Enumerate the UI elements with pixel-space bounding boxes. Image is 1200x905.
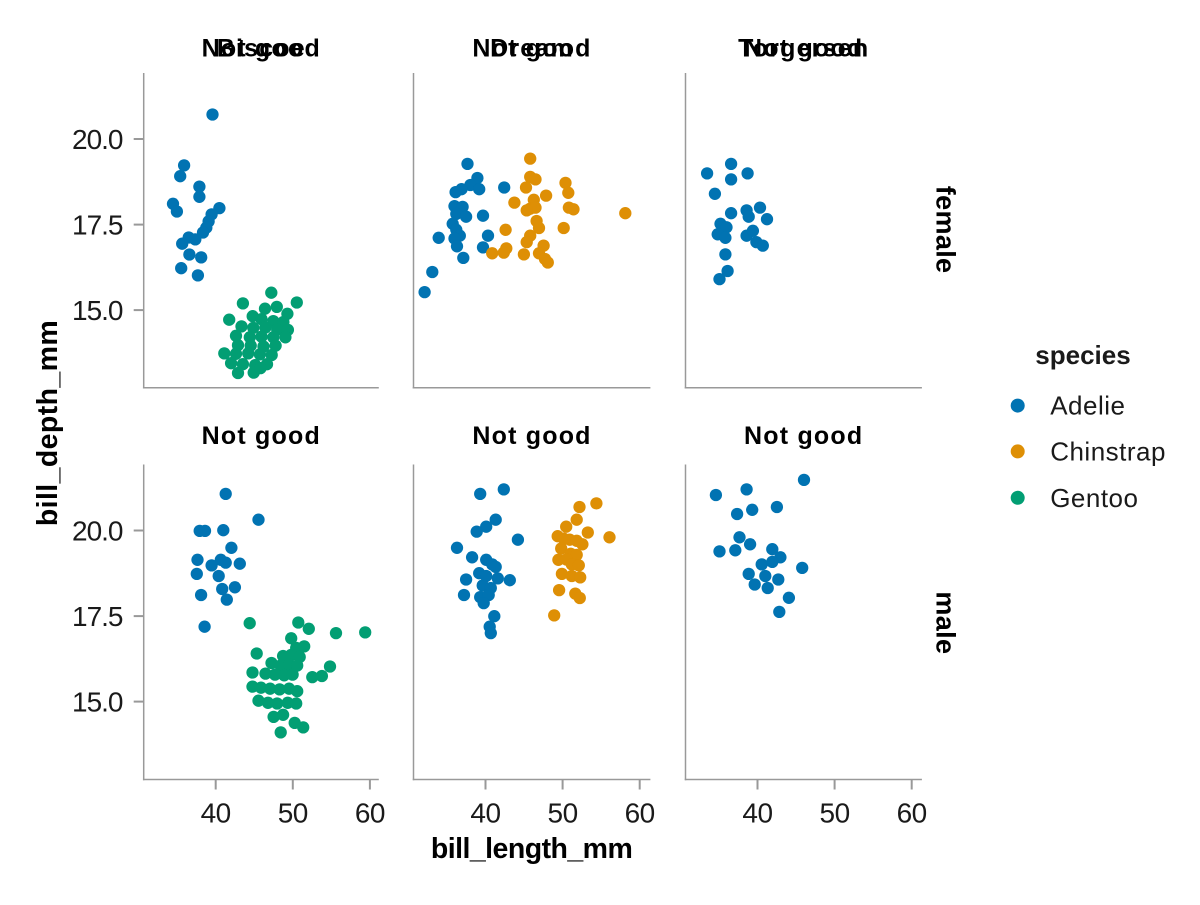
svg-text:40: 40 [742,798,772,829]
svg-text:Torgersen: Torgersen [738,35,869,63]
svg-text:15.0: 15.0 [72,687,123,718]
svg-text:60: 60 [625,798,655,829]
svg-text:40: 40 [470,798,500,829]
svg-text:15.0: 15.0 [72,295,123,326]
svg-text:Biscoe: Biscoe [217,35,306,63]
svg-text:50: 50 [820,798,850,829]
svg-text:Not good: Not good [202,422,321,450]
svg-text:60: 60 [355,798,385,829]
svg-text:Not good: Not good [744,422,863,450]
svg-text:bill_depth_mm: bill_depth_mm [32,320,64,526]
svg-text:17.5: 17.5 [72,601,123,632]
svg-text:20.0: 20.0 [72,516,123,547]
svg-text:species: species [1035,340,1130,370]
svg-text:40: 40 [201,798,231,829]
svg-text:Dream: Dream [490,35,574,63]
svg-text:Not good: Not good [744,35,863,63]
svg-text:17.5: 17.5 [72,210,123,241]
svg-text:20.0: 20.0 [72,124,123,155]
svg-text:Adelie: Adelie [1050,391,1125,421]
svg-text:50: 50 [548,798,578,829]
svg-text:Not good: Not good [202,35,321,63]
svg-text:Chinstrap: Chinstrap [1050,436,1166,466]
svg-text:Gentoo: Gentoo [1050,483,1138,513]
svg-text:50: 50 [278,798,308,829]
svg-text:female: female [931,186,961,274]
svg-text:Not good: Not good [472,422,591,450]
svg-text:60: 60 [897,798,927,829]
svg-text:bill_length_mm: bill_length_mm [431,833,632,865]
svg-text:male: male [931,591,961,654]
svg-text:Not good: Not good [472,35,591,63]
